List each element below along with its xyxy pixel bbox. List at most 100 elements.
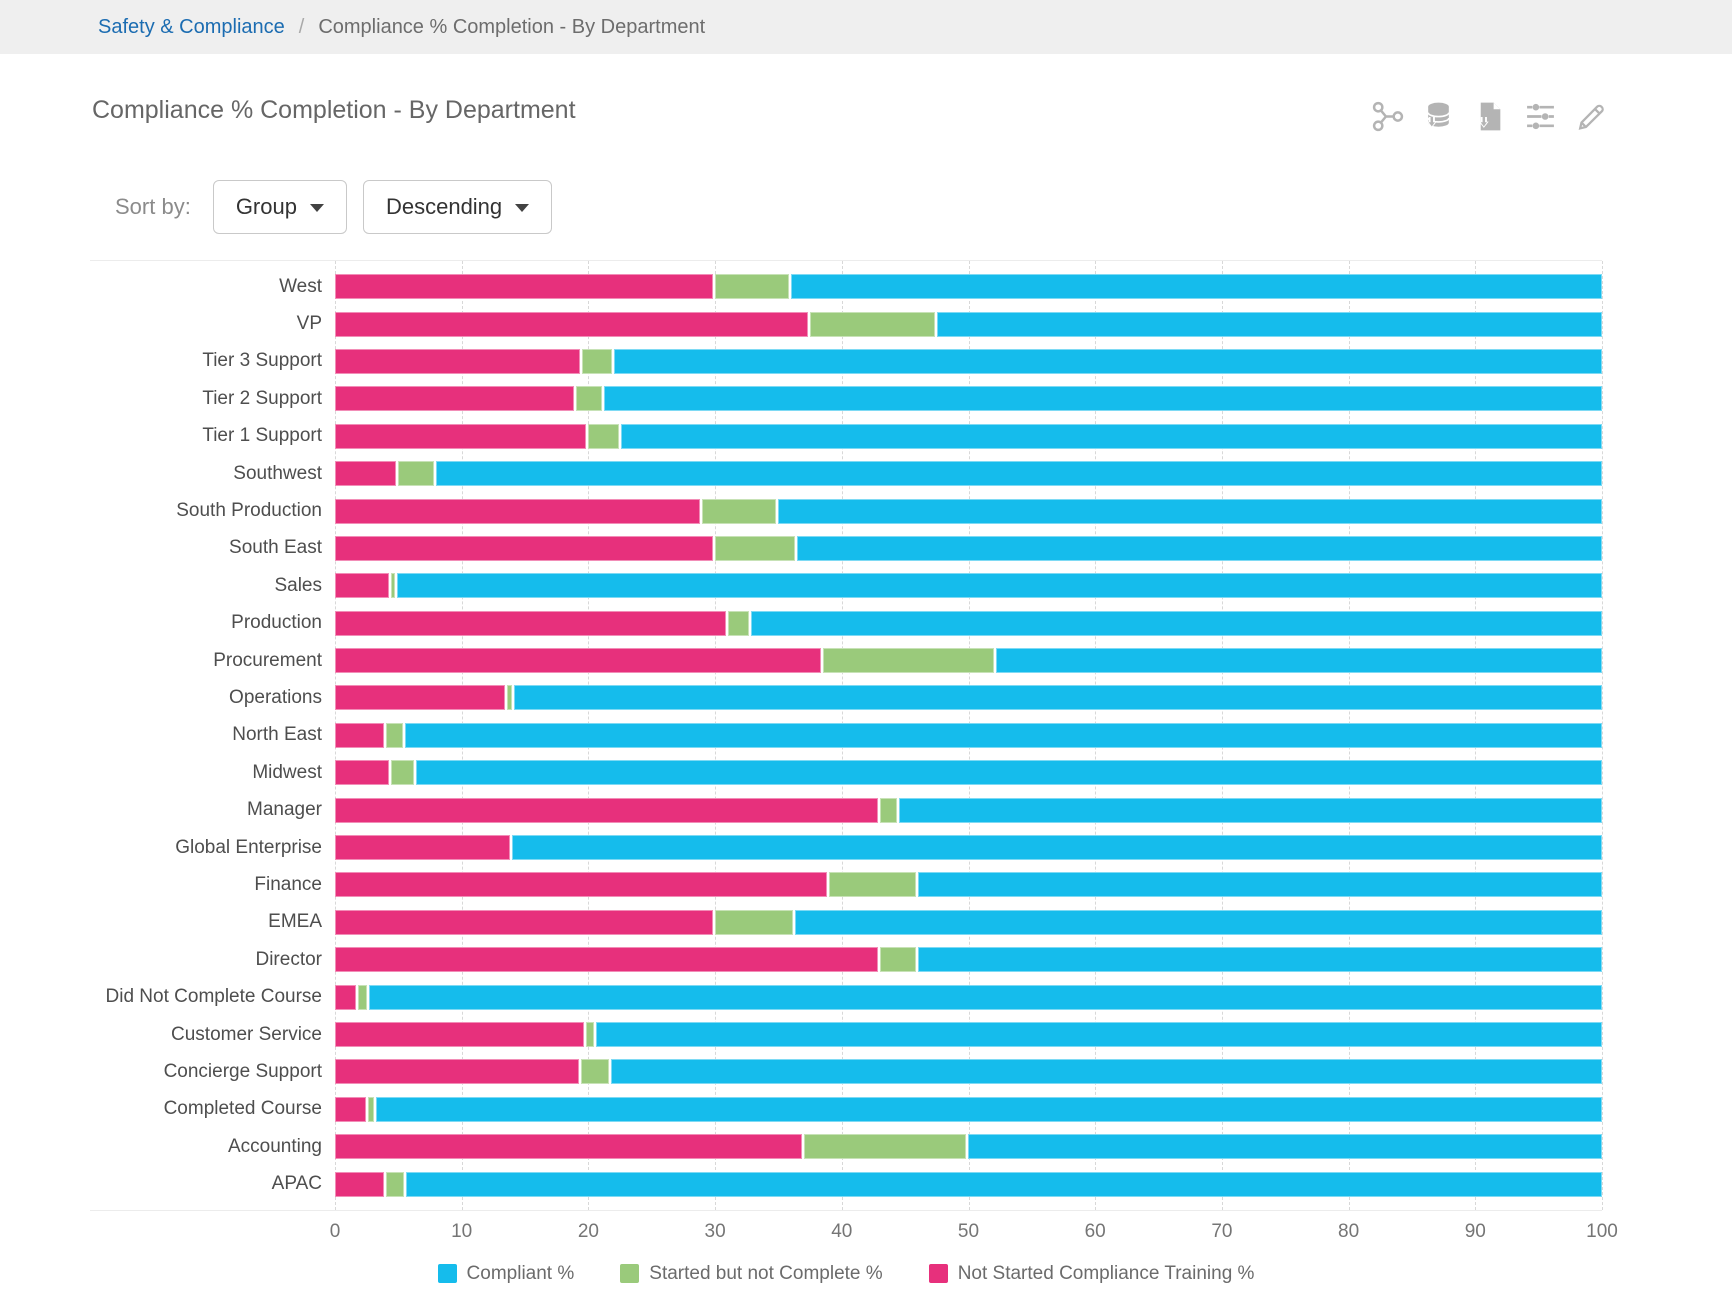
bar-segment-compliant[interactable] xyxy=(595,1022,1602,1047)
bar-segment-compliant[interactable] xyxy=(436,461,1602,487)
category-label: North East xyxy=(232,724,322,746)
bar-segment-started[interactable] xyxy=(390,760,417,786)
bar-segment-started[interactable] xyxy=(715,274,792,300)
chart-row: North East xyxy=(90,717,1602,754)
chart-row: EMEA xyxy=(90,904,1602,941)
bar-track xyxy=(335,1022,1602,1047)
bar-segment-started[interactable] xyxy=(588,423,622,449)
display-settings-icon[interactable] xyxy=(1523,98,1559,134)
bar-segment-not-started[interactable] xyxy=(335,648,823,674)
breadcrumb-link-safety-compliance[interactable]: Safety & Compliance xyxy=(98,15,285,38)
legend-item[interactable]: Compliant % xyxy=(437,1263,574,1285)
legend-item[interactable]: Not Started Compliance Training % xyxy=(928,1263,1254,1285)
bar-segment-not-started[interactable] xyxy=(335,797,880,823)
bar-segment-started[interactable] xyxy=(390,573,398,599)
bar-segment-not-started[interactable] xyxy=(335,1022,586,1047)
bar-segment-started[interactable] xyxy=(715,535,798,561)
bar-segment-compliant[interactable] xyxy=(968,1134,1602,1160)
bar-segment-compliant[interactable] xyxy=(405,1171,1602,1197)
x-axis-tick: 40 xyxy=(831,1220,853,1242)
bar-segment-not-started[interactable] xyxy=(335,274,716,300)
bar-segment-not-started[interactable] xyxy=(335,423,589,449)
bar-segment-compliant[interactable] xyxy=(797,535,1602,561)
share-icon[interactable] xyxy=(1370,98,1406,134)
bar-segment-not-started[interactable] xyxy=(335,872,830,898)
bar-segment-not-started[interactable] xyxy=(335,1134,804,1160)
bar-segment-not-started[interactable] xyxy=(335,760,391,786)
bar-segment-compliant[interactable] xyxy=(778,498,1602,524)
bar-segment-not-started[interactable] xyxy=(335,947,880,973)
bar-track xyxy=(335,760,1602,786)
bar-segment-not-started[interactable] xyxy=(335,461,399,487)
bar-segment-started[interactable] xyxy=(829,872,918,898)
chart-row: Did Not Complete Course xyxy=(90,978,1602,1015)
bar-segment-started[interactable] xyxy=(803,1134,969,1160)
bar-segment-not-started[interactable] xyxy=(335,311,811,337)
breadcrumb: Safety & Compliance / Compliance % Compl… xyxy=(0,0,1732,54)
sort-direction-dropdown[interactable]: Descending xyxy=(362,180,553,234)
bar-segment-not-started[interactable] xyxy=(335,909,716,935)
bar-segment-started[interactable] xyxy=(810,311,937,337)
category-label: Finance xyxy=(254,873,322,895)
bar-segment-not-started[interactable] xyxy=(335,835,513,861)
bar-segment-compliant[interactable] xyxy=(621,423,1602,449)
bar-segment-not-started[interactable] xyxy=(335,1096,368,1122)
bar-segment-compliant[interactable] xyxy=(416,760,1602,786)
bar-segment-compliant[interactable] xyxy=(917,872,1602,898)
bar-segment-started[interactable] xyxy=(879,797,899,823)
bar-segment-compliant[interactable] xyxy=(996,648,1602,674)
sort-field-dropdown[interactable]: Group xyxy=(212,180,347,234)
bar-segment-not-started[interactable] xyxy=(335,573,391,599)
bar-segment-compliant[interactable] xyxy=(750,610,1602,636)
bar-segment-started[interactable] xyxy=(357,984,370,1010)
bar-segment-started[interactable] xyxy=(580,1059,612,1085)
bar-segment-not-started[interactable] xyxy=(335,1171,386,1197)
bar-segment-started[interactable] xyxy=(702,498,779,524)
export-file-icon[interactable] xyxy=(1472,98,1508,134)
bar-segment-started[interactable] xyxy=(385,1171,406,1197)
bar-segment-compliant[interactable] xyxy=(375,1096,1602,1122)
bar-segment-started[interactable] xyxy=(585,1022,596,1047)
bar-segment-started[interactable] xyxy=(822,648,997,674)
bar-segment-compliant[interactable] xyxy=(603,386,1602,412)
bar-segment-compliant[interactable] xyxy=(611,1059,1602,1085)
bar-segment-compliant[interactable] xyxy=(917,947,1602,973)
legend-item[interactable]: Started but not Complete % xyxy=(620,1263,883,1285)
bar-segment-not-started[interactable] xyxy=(335,535,716,561)
chart-row: Tier 2 Support xyxy=(90,380,1602,417)
bar-segment-not-started[interactable] xyxy=(335,1059,581,1085)
bar-segment-not-started[interactable] xyxy=(335,984,358,1010)
bar-segment-compliant[interactable] xyxy=(512,835,1602,861)
bar-segment-compliant[interactable] xyxy=(397,573,1602,599)
bar-segment-compliant[interactable] xyxy=(794,909,1602,935)
category-label: Southwest xyxy=(233,462,322,484)
database-export-icon[interactable] xyxy=(1421,98,1457,134)
bar-segment-started[interactable] xyxy=(727,610,751,636)
bar-segment-compliant[interactable] xyxy=(898,797,1602,823)
bar-segment-started[interactable] xyxy=(398,461,437,487)
bar-segment-compliant[interactable] xyxy=(513,685,1602,711)
bar-segment-compliant[interactable] xyxy=(613,348,1602,374)
bar-segment-compliant[interactable] xyxy=(369,984,1602,1010)
bar-segment-not-started[interactable] xyxy=(335,722,386,748)
chart-plot-area: West VP Tier 3 Support Tier 2 Support Tier 1… xyxy=(90,260,1603,1211)
bar-segment-compliant[interactable] xyxy=(404,722,1602,748)
bar-segment-started[interactable] xyxy=(507,685,514,711)
bar-segment-not-started[interactable] xyxy=(335,610,728,636)
bar-segment-started[interactable] xyxy=(367,1096,376,1122)
bar-segment-not-started[interactable] xyxy=(335,386,576,412)
bar-segment-started[interactable] xyxy=(582,348,614,374)
bar-segment-compliant[interactable] xyxy=(791,274,1602,300)
bar-segment-started[interactable] xyxy=(715,909,795,935)
edit-icon[interactable] xyxy=(1574,98,1610,134)
category-label: South Production xyxy=(176,500,322,522)
bar-segment-started[interactable] xyxy=(575,386,604,412)
bar-segment-not-started[interactable] xyxy=(335,348,583,374)
bar-segment-not-started[interactable] xyxy=(335,685,508,711)
category-label: Concierge Support xyxy=(163,1060,322,1082)
bar-segment-started[interactable] xyxy=(385,722,405,748)
bar-segment-compliant[interactable] xyxy=(936,311,1602,337)
bar-track xyxy=(335,274,1602,300)
bar-segment-not-started[interactable] xyxy=(335,498,703,524)
bar-segment-started[interactable] xyxy=(879,947,918,973)
